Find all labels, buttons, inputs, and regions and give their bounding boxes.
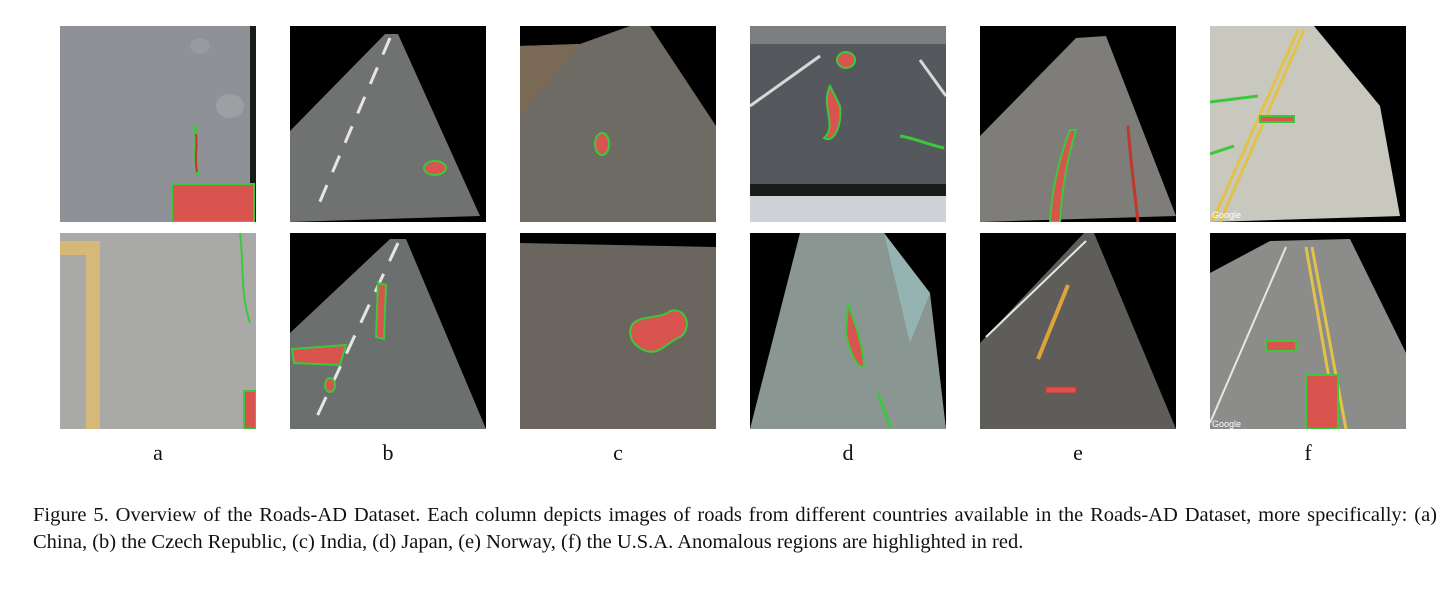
road-image-b-top [290,26,486,222]
road-image-f-top: Google [1210,26,1406,222]
road-image-c-top [520,26,716,222]
road-image-f-bottom: Google [1210,233,1406,429]
google-watermark: Google [1212,210,1241,220]
column-label-d: d [842,440,854,465]
road-image-e-bottom [980,233,1176,429]
column-label-f: f [1304,440,1312,465]
road-image-d-top [750,26,946,222]
road-image-d-bottom [750,233,946,429]
column-label-e: e [1073,440,1083,465]
column-label-c: c [613,440,623,465]
figure-caption: Figure 5. Overview of the Roads-AD Datas… [33,504,1437,553]
road-image-a-bottom [60,233,256,429]
column-label-a: a [153,440,163,465]
road-image-e-top [980,26,1176,222]
column-label-b: b [382,440,394,465]
google-watermark: Google [1212,419,1241,429]
road-image-a-top [60,26,256,222]
road-image-b-bottom [290,233,486,429]
road-image-c-bottom [520,233,716,429]
